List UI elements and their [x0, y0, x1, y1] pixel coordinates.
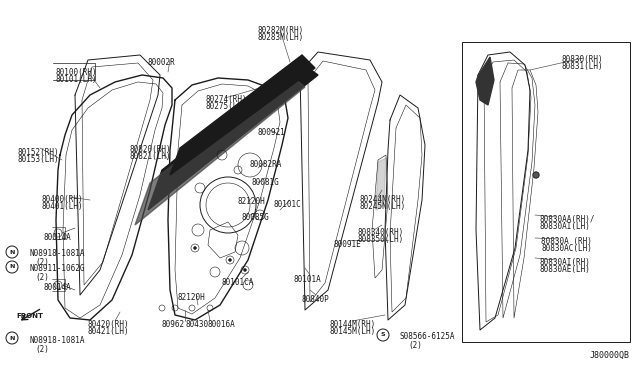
- Text: (2): (2): [35, 345, 49, 354]
- Polygon shape: [148, 62, 318, 210]
- Circle shape: [244, 269, 246, 271]
- Text: 80100(RH): 80100(RH): [55, 68, 97, 77]
- Text: 80282M(RH): 80282M(RH): [258, 26, 304, 35]
- Polygon shape: [476, 57, 494, 105]
- Text: 80400(RH): 80400(RH): [42, 195, 84, 204]
- Text: (2): (2): [35, 273, 49, 282]
- Text: FRONT: FRONT: [17, 313, 44, 319]
- Text: 80830A (RH): 80830A (RH): [541, 237, 592, 246]
- Text: 80821(LH): 80821(LH): [130, 152, 172, 161]
- Text: 80101C: 80101C: [274, 200, 301, 209]
- Text: 80830AC(LH): 80830AC(LH): [541, 244, 592, 253]
- Text: 808340(RH): 808340(RH): [358, 228, 404, 237]
- Text: 82120H: 82120H: [177, 293, 205, 302]
- Text: N08911-1062G: N08911-1062G: [30, 264, 86, 273]
- Text: S: S: [381, 333, 385, 337]
- Text: 808350(LH): 808350(LH): [358, 235, 404, 244]
- Text: J80000QB: J80000QB: [590, 351, 630, 360]
- Polygon shape: [160, 63, 308, 192]
- Polygon shape: [135, 73, 305, 225]
- Text: 80101A: 80101A: [294, 275, 322, 284]
- Text: 80420(RH): 80420(RH): [88, 320, 130, 329]
- Circle shape: [194, 247, 196, 249]
- Text: N08918-1081A: N08918-1081A: [30, 336, 86, 345]
- Text: N08918-1081A: N08918-1081A: [30, 249, 86, 258]
- Text: 80830AA(RH)/: 80830AA(RH)/: [539, 215, 595, 224]
- Text: 80275(LH): 80275(LH): [205, 102, 246, 111]
- Text: 82120H: 82120H: [238, 197, 266, 206]
- Text: 80101(LH): 80101(LH): [55, 75, 97, 84]
- Text: 80274(RH): 80274(RH): [205, 95, 246, 104]
- Text: 80085G: 80085G: [242, 213, 269, 222]
- Text: 80152(RH): 80152(RH): [18, 148, 60, 157]
- Text: 80820(RH): 80820(RH): [130, 145, 172, 154]
- Text: (2): (2): [35, 258, 49, 267]
- Text: 80831(LH): 80831(LH): [562, 62, 604, 71]
- Text: 80830(RH): 80830(RH): [562, 55, 604, 64]
- Text: 800921: 800921: [258, 128, 285, 137]
- Text: N: N: [10, 250, 15, 254]
- Text: S08566-6125A: S08566-6125A: [400, 332, 456, 341]
- Text: N: N: [10, 264, 15, 269]
- Text: 80962: 80962: [161, 320, 184, 329]
- Text: 80421(LH): 80421(LH): [88, 327, 130, 336]
- Circle shape: [533, 172, 539, 178]
- Text: 80091E: 80091E: [334, 240, 362, 249]
- Text: 80244N(RH): 80244N(RH): [360, 195, 406, 204]
- Text: 80830AI(RH): 80830AI(RH): [539, 258, 590, 267]
- Text: 80014A: 80014A: [43, 233, 71, 242]
- Text: 80101CA: 80101CA: [222, 278, 254, 287]
- Circle shape: [229, 259, 231, 261]
- Polygon shape: [170, 55, 315, 175]
- Text: (2): (2): [408, 341, 422, 350]
- Bar: [462, 42, 630, 342]
- Text: 80840P: 80840P: [301, 295, 329, 304]
- Text: 80014A: 80014A: [43, 283, 71, 292]
- Text: 80081G: 80081G: [252, 178, 280, 187]
- Text: 80830AE(LH): 80830AE(LH): [539, 265, 590, 274]
- Text: 80002R: 80002R: [148, 58, 176, 67]
- Text: 80144M(RH): 80144M(RH): [330, 320, 376, 329]
- Text: 80082RA: 80082RA: [250, 160, 282, 169]
- Text: 80401(LH): 80401(LH): [42, 202, 84, 211]
- Text: 80016A: 80016A: [207, 320, 235, 329]
- Text: 80830AI(LH): 80830AI(LH): [539, 222, 590, 231]
- Text: 80283M(LH): 80283M(LH): [258, 33, 304, 42]
- Text: N: N: [10, 336, 15, 340]
- Text: 80145M(LH): 80145M(LH): [330, 327, 376, 336]
- Text: 80245N(LH): 80245N(LH): [360, 202, 406, 211]
- Text: 80153(LH): 80153(LH): [18, 155, 60, 164]
- Polygon shape: [376, 158, 386, 210]
- Text: 80430: 80430: [185, 320, 208, 329]
